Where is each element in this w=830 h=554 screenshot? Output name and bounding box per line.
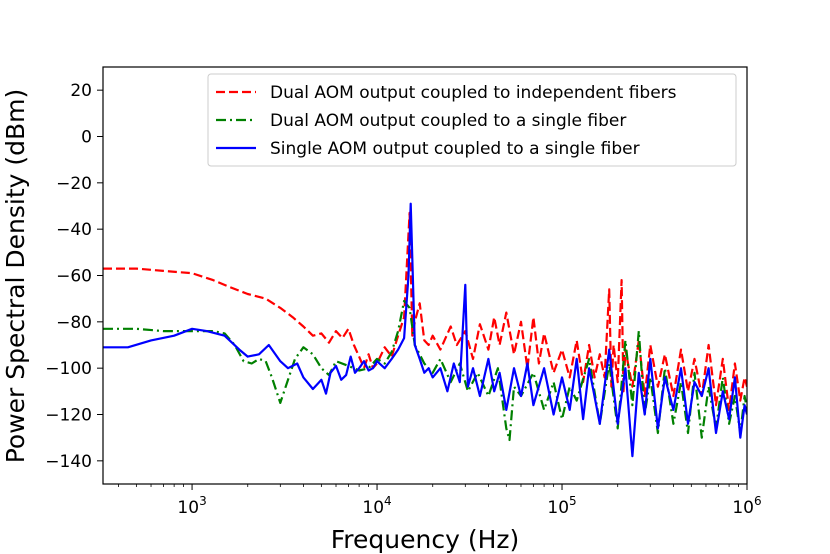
series-line-1 bbox=[103, 211, 747, 411]
legend-label-3: Single AOM output coupled to a single fi… bbox=[270, 139, 640, 159]
y-tick-label: −120 bbox=[45, 406, 92, 426]
y-tick-label: −20 bbox=[56, 174, 92, 194]
y-axis-label: Power Spectral Density (dBm) bbox=[1, 89, 30, 464]
legend-label-1: Dual AOM output coupled to independent f… bbox=[270, 83, 677, 103]
y-tick-label: 0 bbox=[81, 128, 92, 148]
x-tick-label: 105 bbox=[547, 494, 576, 518]
y-tick-label: −100 bbox=[45, 359, 92, 379]
series-layer bbox=[103, 202, 747, 458]
x-axis-label: Frequency (Hz) bbox=[331, 525, 520, 554]
x-tick-label: 106 bbox=[732, 494, 761, 518]
y-tick-label: −140 bbox=[45, 452, 92, 472]
series-line-3 bbox=[103, 202, 747, 458]
y-tick-label: −60 bbox=[56, 267, 92, 287]
x-tick-label: 103 bbox=[177, 494, 206, 518]
series-line-2 bbox=[103, 299, 747, 442]
y-tick-label: 20 bbox=[70, 81, 92, 101]
y-tick-label: −80 bbox=[56, 313, 92, 333]
x-tick-label: 104 bbox=[362, 494, 391, 518]
y-tick-label: −40 bbox=[56, 220, 92, 240]
x-axis-ticks: 103 104 105 106 bbox=[118, 484, 762, 518]
y-axis-ticks: 20 0 −20 −40 −60 −80 −100 −120 −140 bbox=[45, 81, 103, 472]
legend-label-2: Dual AOM output coupled to a single fibe… bbox=[270, 111, 626, 131]
legend: Dual AOM output coupled to independent f… bbox=[207, 73, 737, 167]
legend-box bbox=[207, 73, 737, 167]
